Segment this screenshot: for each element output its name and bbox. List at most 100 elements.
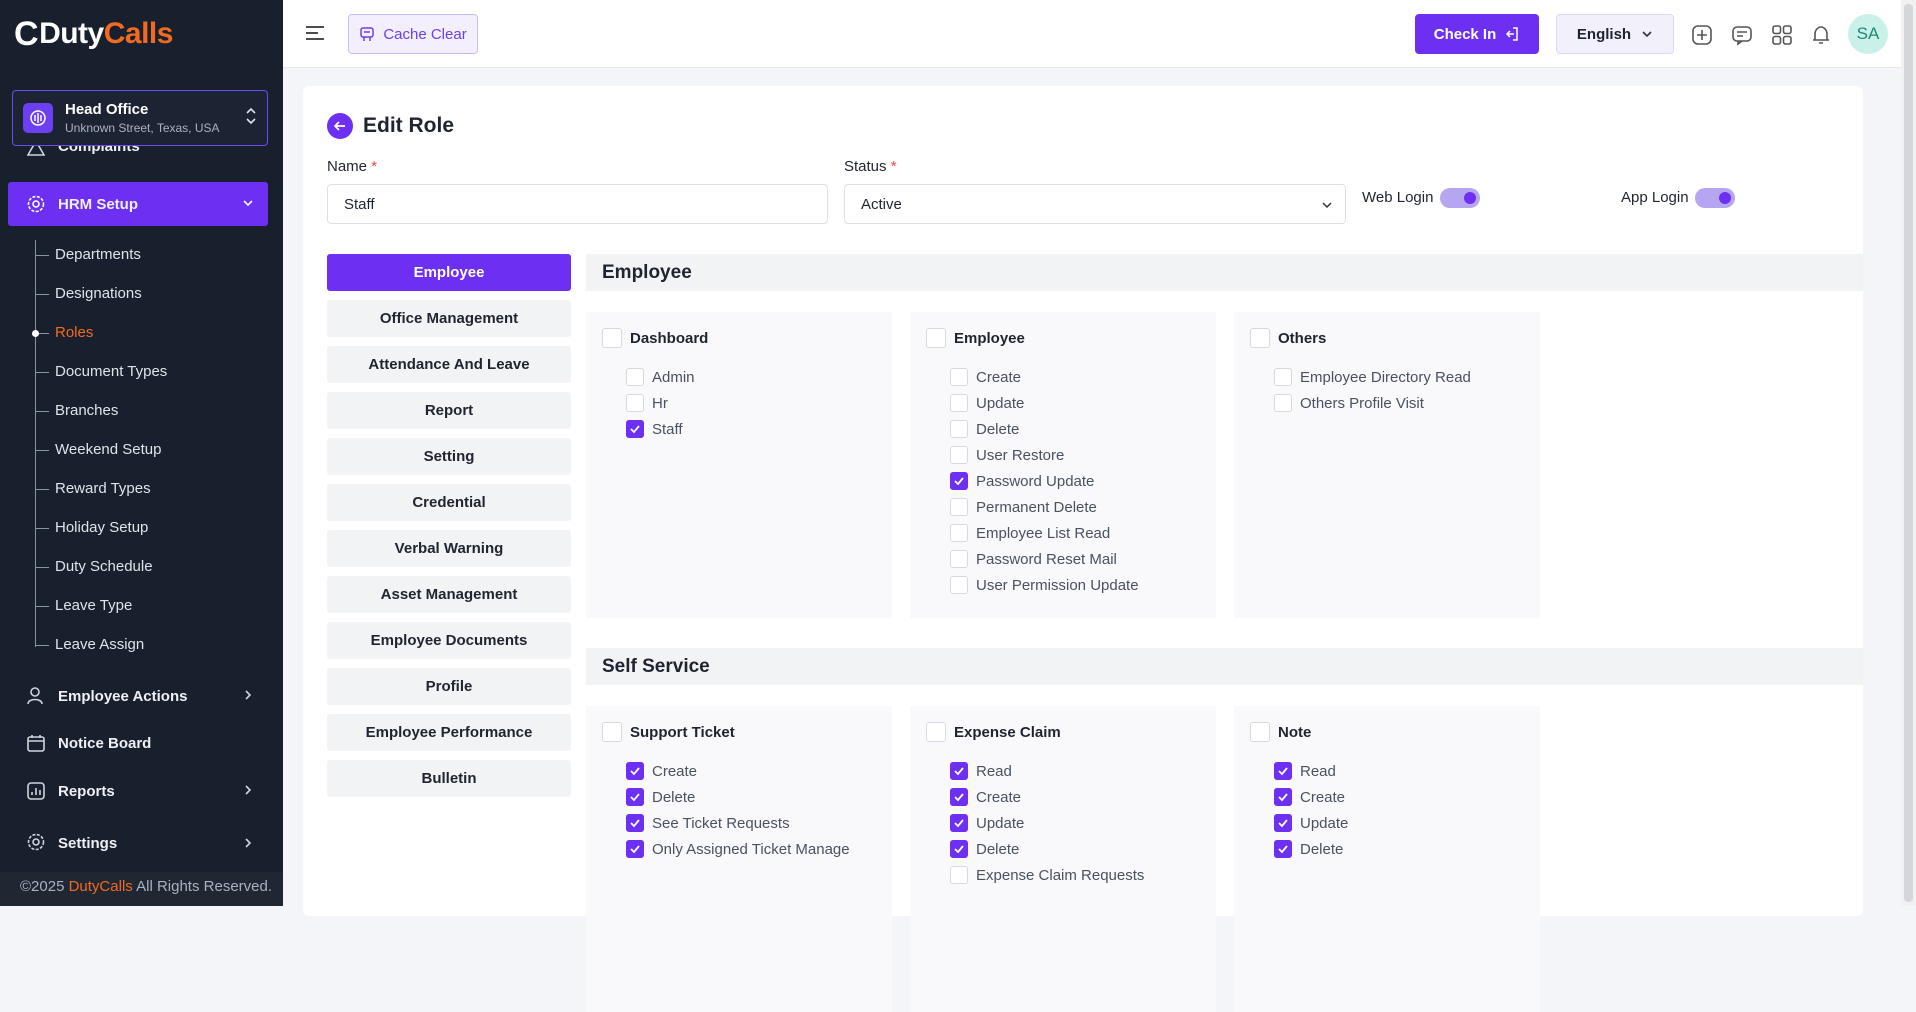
permission-group-header[interactable]: Dashboard <box>602 328 708 348</box>
permission-item-admin[interactable]: Admin <box>626 368 695 386</box>
permission-item-password-update[interactable]: Password Update <box>950 472 1094 490</box>
permission-item-delete[interactable]: Delete <box>1274 840 1343 858</box>
web-login-toggle[interactable] <box>1440 188 1480 208</box>
checkbox[interactable] <box>950 498 968 516</box>
tab-office-management[interactable]: Office Management <box>327 300 571 337</box>
permission-item-update[interactable]: Update <box>1274 814 1348 832</box>
checkbox[interactable] <box>626 394 644 412</box>
permission-group-header[interactable]: Note <box>1250 722 1311 742</box>
tab-profile[interactable]: Profile <box>327 668 571 705</box>
bell-icon[interactable] <box>1810 24 1832 51</box>
checkbox[interactable] <box>1250 722 1270 742</box>
checkbox[interactable] <box>1274 840 1292 858</box>
permission-item-delete[interactable]: Delete <box>626 788 695 806</box>
sidebar-item-employee-actions[interactable]: Employee Actions <box>8 674 268 718</box>
permission-item-employee-directory-read[interactable]: Employee Directory Read <box>1274 368 1471 386</box>
sidebar-subitem-leave-assign[interactable]: Leave Assign <box>55 636 145 653</box>
page-scrollbar[interactable] <box>1901 0 1916 906</box>
permission-item-delete[interactable]: Delete <box>950 840 1019 858</box>
checkbox[interactable] <box>950 472 968 490</box>
checkbox[interactable] <box>1274 762 1292 780</box>
tab-employee-documents[interactable]: Employee Documents <box>327 622 571 659</box>
apps-grid-icon[interactable] <box>1771 24 1793 51</box>
back-button[interactable] <box>327 113 353 139</box>
tab-attendance-and-leave[interactable]: Attendance And Leave <box>327 346 571 383</box>
checkbox[interactable] <box>602 722 622 742</box>
checkbox[interactable] <box>950 420 968 438</box>
checkbox[interactable] <box>1274 394 1292 412</box>
sidebar-item-settings[interactable]: Settings <box>8 818 268 852</box>
checkbox[interactable] <box>626 762 644 780</box>
permission-item-expense-claim-requests[interactable]: Expense Claim Requests <box>950 866 1144 884</box>
tab-employee[interactable]: Employee <box>327 254 571 291</box>
permission-group-header[interactable]: Support Ticket <box>602 722 735 742</box>
status-select[interactable]: Active <box>844 184 1346 224</box>
sidebar-subitem-document-types[interactable]: Document Types <box>55 363 168 380</box>
tab-employee-performance[interactable]: Employee Performance <box>327 714 571 751</box>
sidebar-subitem-departments[interactable]: Departments <box>55 246 141 263</box>
checkbox[interactable] <box>626 788 644 806</box>
permission-item-employee-list-read[interactable]: Employee List Read <box>950 524 1110 542</box>
permission-group-header[interactable]: Expense Claim <box>926 722 1061 742</box>
permission-item-others-profile-visit[interactable]: Others Profile Visit <box>1274 394 1424 412</box>
permission-item-password-reset-mail[interactable]: Password Reset Mail <box>950 550 1117 568</box>
permission-group-header[interactable]: Others <box>1250 328 1326 348</box>
checkbox[interactable] <box>926 722 946 742</box>
permission-item-user-permission-update[interactable]: User Permission Update <box>950 576 1139 594</box>
checkbox[interactable] <box>950 866 968 884</box>
permission-item-staff[interactable]: Staff <box>626 420 683 438</box>
checkbox[interactable] <box>950 446 968 464</box>
checkbox[interactable] <box>1274 368 1292 386</box>
language-selector[interactable]: English <box>1556 14 1674 54</box>
tab-setting[interactable]: Setting <box>327 438 571 475</box>
checkbox[interactable] <box>626 368 644 386</box>
tab-verbal-warning[interactable]: Verbal Warning <box>327 530 571 567</box>
tab-asset-management[interactable]: Asset Management <box>327 576 571 613</box>
permission-item-permanent-delete[interactable]: Permanent Delete <box>950 498 1097 516</box>
branch-selector[interactable]: Head Office Unknown Street, Texas, USA <box>12 90 268 146</box>
permission-item-user-restore[interactable]: User Restore <box>950 446 1064 464</box>
permission-item-delete[interactable]: Delete <box>950 420 1019 438</box>
checkbox[interactable] <box>626 814 644 832</box>
sidebar-item-hrm-setup[interactable]: HRM Setup <box>8 182 268 226</box>
sidebar-item-notice-board[interactable]: Notice Board <box>8 721 268 765</box>
checkbox[interactable] <box>950 788 968 806</box>
checkbox[interactable] <box>1274 788 1292 806</box>
plus-square-icon[interactable] <box>1691 24 1713 51</box>
sidebar-subitem-designations[interactable]: Designations <box>55 285 142 302</box>
app-logo[interactable]: C Duty Calls <box>14 14 173 54</box>
checkbox[interactable] <box>950 840 968 858</box>
scrollbar-thumb[interactable] <box>1904 4 1913 902</box>
sidebar-subitem-duty-schedule[interactable]: Duty Schedule <box>55 558 153 575</box>
checkbox[interactable] <box>950 394 968 412</box>
footer-brand[interactable]: DutyCalls <box>68 878 133 895</box>
sidebar-item-reports[interactable]: Reports <box>8 769 268 813</box>
permission-item-only-assigned-ticket-manage[interactable]: Only Assigned Ticket Manage <box>626 840 850 858</box>
checkbox[interactable] <box>950 814 968 832</box>
checkbox[interactable] <box>626 840 644 858</box>
permission-item-create[interactable]: Create <box>626 762 697 780</box>
name-input[interactable]: Staff <box>327 184 828 224</box>
sidebar-subitem-roles[interactable]: Roles <box>55 324 94 341</box>
checkbox[interactable] <box>950 524 968 542</box>
permission-item-update[interactable]: Update <box>950 814 1024 832</box>
check-in-button[interactable]: Check In <box>1415 14 1539 54</box>
checkbox[interactable] <box>1274 814 1292 832</box>
permission-item-create[interactable]: Create <box>950 788 1021 806</box>
tab-report[interactable]: Report <box>327 392 571 429</box>
checkbox[interactable] <box>950 762 968 780</box>
permission-item-create[interactable]: Create <box>950 368 1021 386</box>
tab-bulletin[interactable]: Bulletin <box>327 760 571 797</box>
app-login-toggle[interactable] <box>1695 188 1735 208</box>
checkbox[interactable] <box>950 576 968 594</box>
chat-icon[interactable] <box>1731 24 1753 51</box>
sidebar-subitem-weekend-setup[interactable]: Weekend Setup <box>55 441 162 458</box>
checkbox[interactable] <box>950 550 968 568</box>
sidebar-subitem-leave-type[interactable]: Leave Type <box>55 597 133 614</box>
user-avatar[interactable]: SA <box>1848 14 1888 54</box>
sidebar-subitem-branches[interactable]: Branches <box>55 402 119 419</box>
permission-item-read[interactable]: Read <box>1274 762 1336 780</box>
permission-item-read[interactable]: Read <box>950 762 1012 780</box>
permission-item-see-ticket-requests[interactable]: See Ticket Requests <box>626 814 790 832</box>
permission-group-header[interactable]: Employee <box>926 328 1025 348</box>
